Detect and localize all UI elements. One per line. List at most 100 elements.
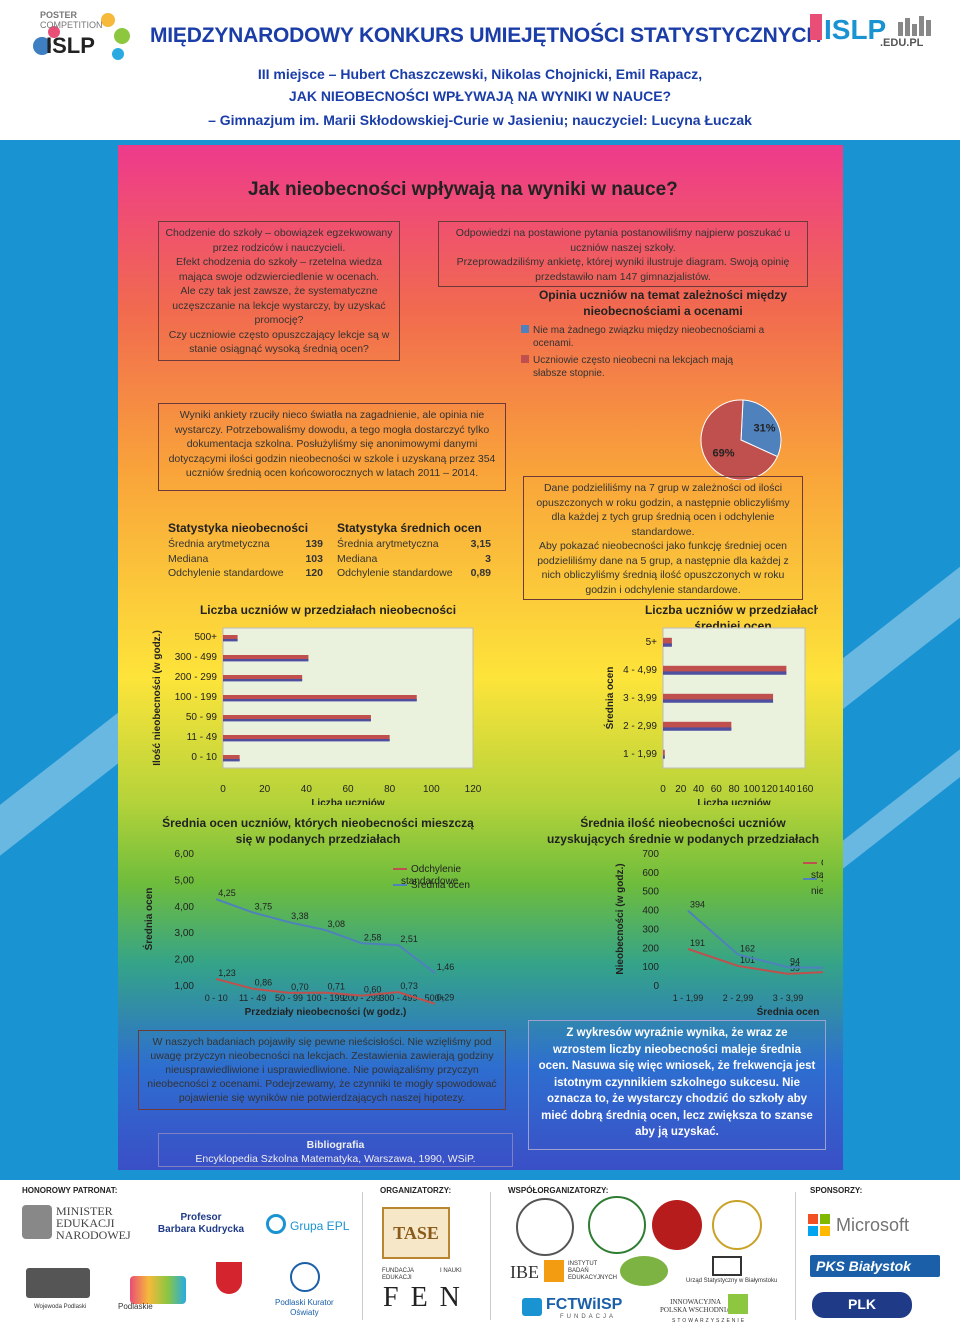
stat-label: Odchylenie standardowe bbox=[337, 567, 453, 579]
poster-competition-logo: POSTER COMPETITION ISLP bbox=[33, 10, 130, 60]
legend-swatch bbox=[521, 325, 529, 333]
groups-line: godzin i odchylenie standardowe. bbox=[585, 583, 741, 596]
y-axis-label: Średnia ocen bbox=[603, 667, 616, 730]
poster: Jak nieobecności wpływają na wyniki w na… bbox=[118, 145, 843, 1170]
bar-shadow bbox=[663, 727, 732, 731]
legend-label: Odchylenie bbox=[411, 864, 461, 875]
category-label: 2 - 2,99 bbox=[623, 721, 657, 732]
x-axis-label: Przedziały nieobecności (w godz.) bbox=[245, 1007, 407, 1018]
category-label: 1 - 1,99 bbox=[623, 749, 657, 760]
bar-shadow bbox=[223, 739, 390, 742]
limitations-line: pojawienie się wyników nie potwierdzając… bbox=[178, 1092, 466, 1104]
x-tick-label: 0 - 10 bbox=[205, 993, 228, 1003]
intro-line: Czy uczniowie często opuszczający lekcje… bbox=[168, 328, 390, 341]
y-tick-label: 5,00 bbox=[175, 875, 195, 886]
stat-value: 3 bbox=[485, 552, 491, 565]
bar-shadow bbox=[663, 755, 665, 759]
kurator-icon bbox=[290, 1262, 320, 1292]
data-label: 1,23 bbox=[218, 968, 236, 978]
data-label: 2,51 bbox=[400, 934, 418, 944]
intro-line: przez rodziców i nauczycieli. bbox=[212, 241, 346, 254]
intro-line: Chodzenie do szkoły – obowiązek egzekwow… bbox=[165, 227, 393, 239]
survey-box: Odpowiedzi na postawione pytania postano… bbox=[438, 221, 808, 287]
wojewoda-label: Wojewoda Podlaski bbox=[34, 1304, 87, 1310]
stat-value: 0,89 bbox=[470, 567, 491, 579]
y-tick-label: 400 bbox=[642, 906, 659, 917]
line-chart-title: Średnia ilość nieobecności uczniów bbox=[580, 815, 786, 830]
data-label: 394 bbox=[690, 900, 705, 910]
innowacyjna-logo: INNOWACYJNA POLSKA WSCHODNIA bbox=[660, 1298, 732, 1314]
results-line: wystarczy. Potrzebowaliśmy dowodu, a teg… bbox=[174, 423, 490, 436]
intro-line: mająca swoje odzwierciedlenie w ocenach. bbox=[178, 270, 380, 283]
podlaskie-label: Podlaskie bbox=[118, 1302, 153, 1311]
ministry-logo: MINISTER EDUKACJI NARODOWEJ bbox=[56, 1204, 131, 1242]
intro-line: promocję? bbox=[254, 314, 304, 326]
x-tick-label: 160 bbox=[797, 784, 814, 795]
results-line: dotyczącymi ilości godzin nieobecności w… bbox=[168, 452, 496, 465]
category-label: 4 - 4,99 bbox=[623, 665, 657, 676]
data-label: 101 bbox=[740, 955, 755, 965]
intro-line: stanie osiągnąć wysoką średnią ocen? bbox=[189, 343, 369, 355]
us-icon bbox=[712, 1256, 742, 1276]
category-label: 50 - 99 bbox=[186, 712, 218, 723]
x-tick-label: 140 bbox=[779, 784, 796, 795]
y-tick-label: 500 bbox=[642, 887, 659, 898]
coat-of-arms-icon bbox=[216, 1262, 242, 1294]
logo-right-main: ISLP bbox=[824, 14, 886, 45]
line-chart-title: się w podanych przedziałach bbox=[236, 832, 401, 846]
data-label: 0,60 bbox=[364, 985, 382, 995]
pie-label: 31% bbox=[753, 423, 775, 435]
groups-box: Dane podzieliliśmy na 7 grup w zależnośc… bbox=[523, 476, 803, 600]
authors-line: III miejsce – Hubert Chaszczewski, Nikol… bbox=[257, 66, 703, 82]
organizers-label: ORGANIZATORZY: bbox=[380, 1186, 452, 1195]
x-tick-label: 20 bbox=[259, 784, 271, 795]
logo-right-sub: .EDU.PL bbox=[880, 37, 924, 48]
grades-stats: Statystyka średnich ocen Średnia arytmet… bbox=[337, 521, 491, 581]
bar-shadow bbox=[223, 719, 371, 722]
bar bbox=[223, 715, 371, 721]
ibe-logo: IBE bbox=[510, 1262, 539, 1282]
stat-label: Odchylenie standardowe bbox=[168, 567, 284, 579]
groups-line: podzieliliśmy dane na 5 grup, a następni… bbox=[537, 554, 789, 567]
bar bbox=[223, 675, 303, 681]
topic-line: JAK NIEOBECNOŚCI WPŁYWAJĄ NA WYNIKI W NA… bbox=[288, 88, 672, 104]
bar bbox=[223, 735, 390, 741]
bar bbox=[663, 637, 672, 646]
legend-swatch bbox=[521, 355, 529, 363]
ibe-sub-label: INSTYTUT BADAŃ EDUKACYJNYCH bbox=[568, 1261, 618, 1281]
bibliography-entry: Encyklopedia Szkolna Matematyka, Warszaw… bbox=[195, 1153, 476, 1165]
bar-shadow bbox=[223, 679, 303, 682]
x-tick-label: 50 - 99 bbox=[275, 993, 303, 1003]
legend-label: Średnia bbox=[821, 872, 823, 885]
line-chart-title: Średnia ocen uczniów, których nieobecnoś… bbox=[162, 815, 474, 830]
bar bbox=[663, 665, 787, 674]
results-line: uczniów średnią ocen końcoworocznych w l… bbox=[185, 467, 479, 479]
politechnika-icon bbox=[516, 1198, 574, 1256]
bar bbox=[663, 749, 665, 758]
bar-shadow bbox=[663, 671, 787, 675]
y-tick-label: 700 bbox=[642, 849, 659, 860]
cen-icon bbox=[620, 1256, 668, 1286]
x-tick-label: 11 - 49 bbox=[239, 993, 266, 1003]
x-tick-label: 20 bbox=[675, 784, 687, 795]
x-tick-label: 100 - 199 bbox=[306, 993, 344, 1003]
groups-line: opuszczonych w roku godzin, a następnie … bbox=[536, 496, 790, 509]
data-label: 0,71 bbox=[328, 982, 346, 992]
legend-label: Uczniowie często nieobecni na lekcjach m… bbox=[533, 355, 734, 366]
intro-line: Efekt chodzenia do szkoły – rzetelna wie… bbox=[175, 256, 383, 268]
conclusion-line: mieć dobrą średnią ocen, lecz zwiększa t… bbox=[541, 1109, 813, 1122]
bar bbox=[223, 695, 417, 701]
pie-title: nieobecnościami a ocenami bbox=[583, 304, 742, 318]
podlaskie-bison-icon bbox=[130, 1276, 186, 1304]
x-tick-label: 60 bbox=[711, 784, 723, 795]
islp-edu-logo: ISLP .EDU.PL bbox=[810, 14, 931, 48]
stat-label: Mediana bbox=[337, 552, 378, 565]
university-medical-icon bbox=[588, 1196, 646, 1254]
poster-title: Jak nieobecności wpływają na wyniki w na… bbox=[248, 179, 678, 200]
groups-line: nich obliczyliśmy średnią ilość opuszczo… bbox=[541, 569, 785, 581]
stat-label: Średnia arytmetyczna bbox=[168, 538, 270, 550]
data-label: 4,25 bbox=[218, 888, 236, 898]
grupa-epl-logo: Grupa EPL bbox=[290, 1219, 350, 1233]
groups-line: standardowe. bbox=[631, 525, 695, 538]
